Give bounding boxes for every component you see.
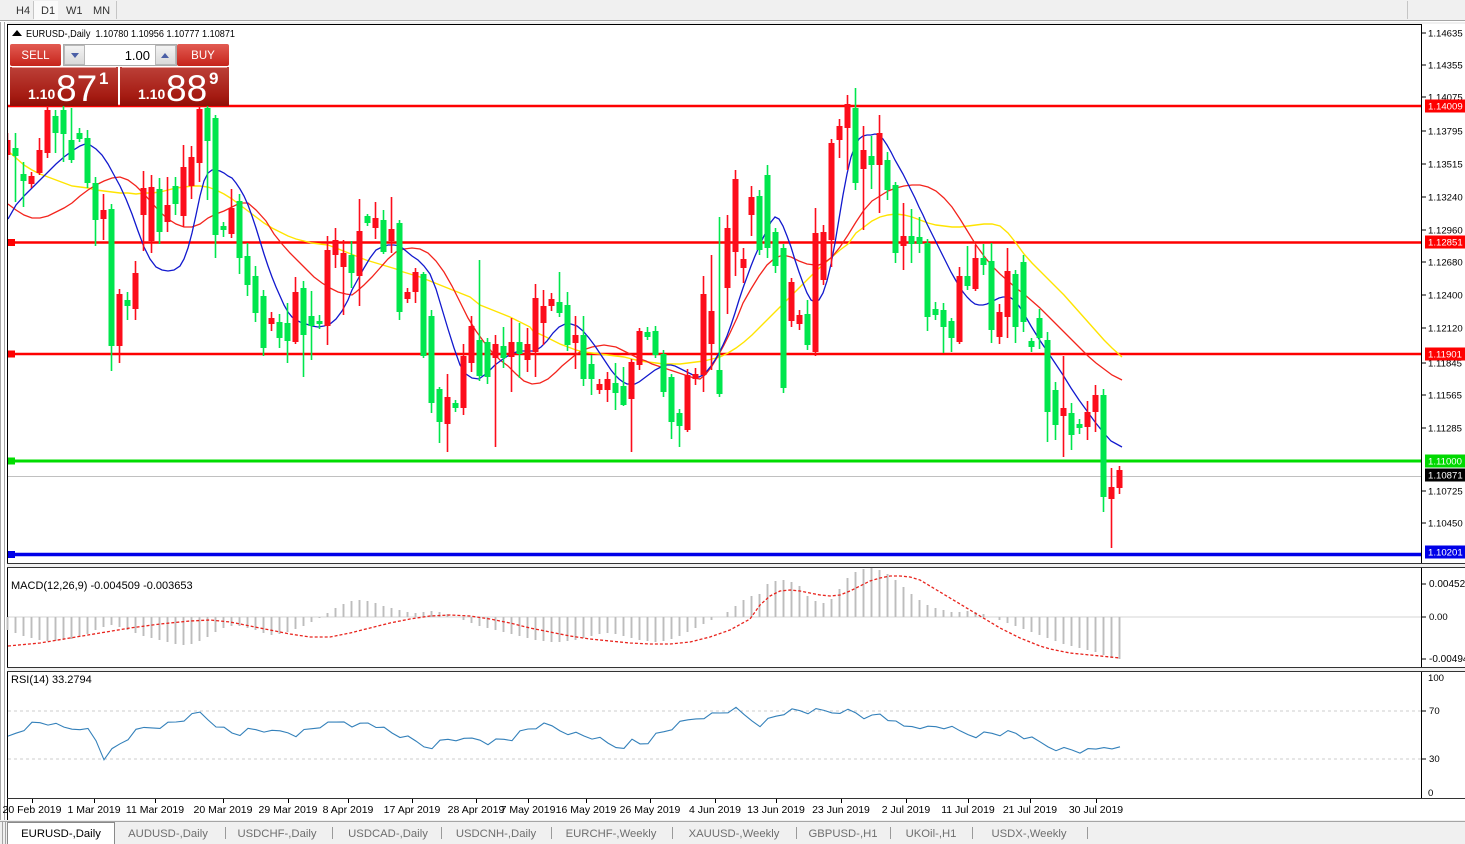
svg-text:BUY: BUY <box>191 50 215 62</box>
svg-text:13 Jun 2019: 13 Jun 2019 <box>747 804 805 816</box>
svg-text:USDX-,Weekly: USDX-,Weekly <box>991 828 1066 840</box>
svg-text:1.12120: 1.12120 <box>1428 324 1463 335</box>
svg-text:0.00: 0.00 <box>1429 612 1448 623</box>
svg-text:1.13515: 1.13515 <box>1428 160 1463 171</box>
svg-text:1.10: 1.10 <box>28 86 55 102</box>
svg-text:1.11565: 1.11565 <box>1428 391 1462 402</box>
svg-text:MACD(12,26,9) -0.004509 -0.003: MACD(12,26,9) -0.004509 -0.003653 <box>11 580 193 592</box>
svg-text:100: 100 <box>1428 673 1444 684</box>
svg-text:9: 9 <box>209 69 218 88</box>
svg-text:11 Mar 2019: 11 Mar 2019 <box>126 804 184 816</box>
svg-text:4 Jun 2019: 4 Jun 2019 <box>689 804 741 816</box>
svg-text:1.11285: 1.11285 <box>1428 424 1462 435</box>
svg-text:28 Apr 2019: 28 Apr 2019 <box>448 804 505 816</box>
svg-text:EURUSD-,Daily: EURUSD-,Daily <box>21 828 101 840</box>
svg-text:EURUSD-,Daily 1.10780 1.10956: EURUSD-,Daily 1.10780 1.10956 1.10777 1.… <box>26 28 235 40</box>
svg-text:20 Mar 2019: 20 Mar 2019 <box>194 804 253 816</box>
svg-text:MN: MN <box>93 5 110 17</box>
svg-text:1: 1 <box>99 69 108 88</box>
svg-text:1.10725: 1.10725 <box>1428 487 1463 498</box>
svg-text:RSI(14) 33.2794: RSI(14) 33.2794 <box>11 674 92 686</box>
svg-text:1.00: 1.00 <box>125 48 150 63</box>
svg-text:UKOil-,H1: UKOil-,H1 <box>906 828 957 840</box>
svg-text:GBPUSD-,H1: GBPUSD-,H1 <box>808 828 877 840</box>
svg-text:1.10871: 1.10871 <box>1428 471 1463 482</box>
svg-text:H4: H4 <box>16 5 30 17</box>
svg-text:30 Jul 2019: 30 Jul 2019 <box>1069 804 1123 816</box>
svg-text:1.14075: 1.14075 <box>1428 93 1463 104</box>
svg-text:0: 0 <box>1428 788 1433 799</box>
svg-text:1.13795: 1.13795 <box>1428 127 1463 138</box>
svg-text:20 Feb 2019: 20 Feb 2019 <box>3 804 62 816</box>
svg-text:29 Mar 2019: 29 Mar 2019 <box>259 804 318 816</box>
svg-text:1 Mar 2019: 1 Mar 2019 <box>67 804 120 816</box>
svg-text:EURCHF-,Weekly: EURCHF-,Weekly <box>566 828 657 840</box>
svg-text:88: 88 <box>166 68 207 109</box>
svg-text:1.12960: 1.12960 <box>1428 226 1463 237</box>
svg-text:1.14355: 1.14355 <box>1428 61 1463 72</box>
svg-text:1.12400: 1.12400 <box>1428 291 1463 302</box>
svg-text:1.12851: 1.12851 <box>1428 238 1463 249</box>
svg-text:87: 87 <box>56 68 97 109</box>
svg-text:21 Jul 2019: 21 Jul 2019 <box>1003 804 1057 816</box>
svg-text:26 May 2019: 26 May 2019 <box>620 804 681 816</box>
svg-text:1.14635: 1.14635 <box>1428 29 1463 40</box>
svg-text:1.12680: 1.12680 <box>1428 258 1463 269</box>
svg-text:SELL: SELL <box>21 50 50 62</box>
svg-text:1.10201: 1.10201 <box>1428 548 1463 559</box>
svg-text:1.10: 1.10 <box>138 86 165 102</box>
svg-text:2 Jul 2019: 2 Jul 2019 <box>882 804 931 816</box>
svg-text:7 May 2019: 7 May 2019 <box>501 804 556 816</box>
svg-text:0.004524: 0.004524 <box>1429 579 1465 590</box>
svg-text:11 Jul 2019: 11 Jul 2019 <box>941 804 995 816</box>
svg-text:8 Apr 2019: 8 Apr 2019 <box>323 804 374 816</box>
svg-text:70: 70 <box>1429 706 1440 717</box>
svg-text:USDCNH-,Daily: USDCNH-,Daily <box>456 828 537 840</box>
svg-text:1.14009: 1.14009 <box>1428 102 1463 113</box>
svg-text:AUDUSD-,Daily: AUDUSD-,Daily <box>128 828 208 840</box>
svg-text:W1: W1 <box>66 5 83 17</box>
svg-text:16 May 2019: 16 May 2019 <box>556 804 617 816</box>
svg-text:1.13240: 1.13240 <box>1428 193 1463 204</box>
svg-text:XAUUSD-,Weekly: XAUUSD-,Weekly <box>689 828 780 840</box>
svg-text:1.10450: 1.10450 <box>1428 519 1463 530</box>
svg-text:USDCAD-,Daily: USDCAD-,Daily <box>348 828 428 840</box>
svg-text:1.11845: 1.11845 <box>1428 359 1462 370</box>
svg-text:30: 30 <box>1429 754 1440 765</box>
svg-text:17 Apr 2019: 17 Apr 2019 <box>384 804 441 816</box>
svg-text:-0.00494: -0.00494 <box>1429 654 1465 665</box>
svg-text:1.11000: 1.11000 <box>1428 457 1462 468</box>
svg-text:1.11901: 1.11901 <box>1428 350 1462 361</box>
svg-text:23 Jun 2019: 23 Jun 2019 <box>812 804 870 816</box>
svg-text:D1: D1 <box>41 5 55 17</box>
svg-text:USDCHF-,Daily: USDCHF-,Daily <box>237 828 316 840</box>
